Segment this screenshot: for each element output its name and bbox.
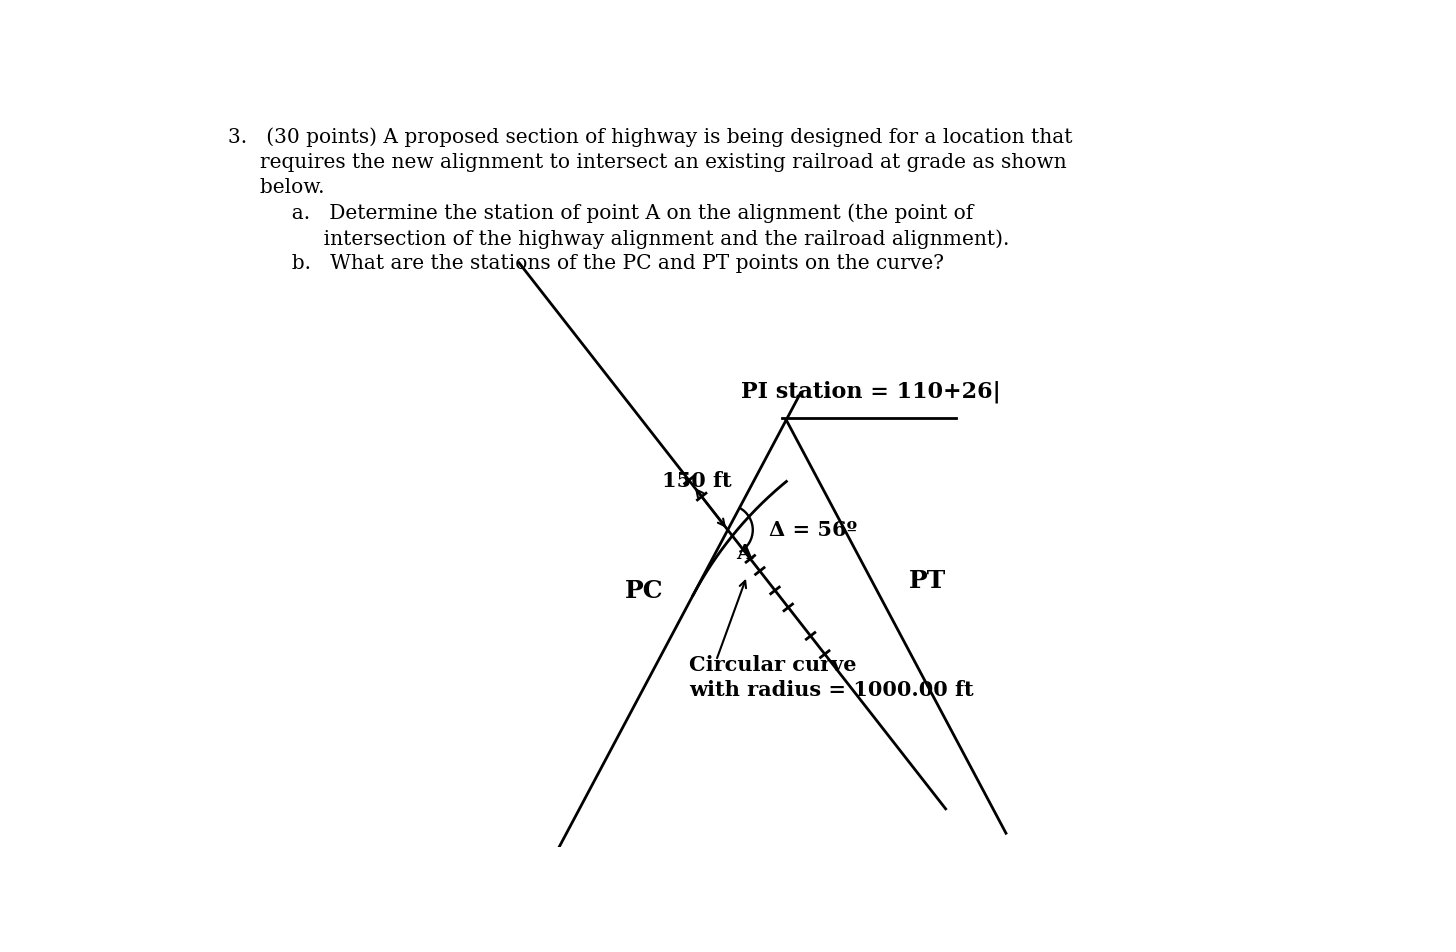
Text: A: A: [735, 543, 751, 563]
Text: below.: below.: [229, 178, 325, 197]
Text: PI station = 110+26|: PI station = 110+26|: [741, 381, 1000, 403]
Text: a.   Determine the station of point A on the alignment (the point of: a. Determine the station of point A on t…: [229, 204, 973, 223]
Text: b.   What are the stations of the PC and PT points on the curve?: b. What are the stations of the PC and P…: [229, 254, 943, 273]
Text: 150 ft: 150 ft: [662, 471, 731, 491]
Text: with radius = 1000.00 ft: with radius = 1000.00 ft: [689, 680, 974, 700]
Text: requires the new alignment to intersect an existing railroad at grade as shown: requires the new alignment to intersect …: [229, 152, 1067, 171]
Text: 3.   (30 points) A proposed section of highway is being designed for a location : 3. (30 points) A proposed section of hig…: [229, 128, 1073, 147]
Text: Δ = 56º: Δ = 56º: [769, 520, 856, 540]
Text: PT: PT: [909, 569, 946, 593]
Text: Circular curve: Circular curve: [689, 655, 856, 675]
Text: PC: PC: [625, 580, 664, 604]
Text: intersection of the highway alignment and the railroad alignment).: intersection of the highway alignment an…: [229, 229, 1009, 248]
